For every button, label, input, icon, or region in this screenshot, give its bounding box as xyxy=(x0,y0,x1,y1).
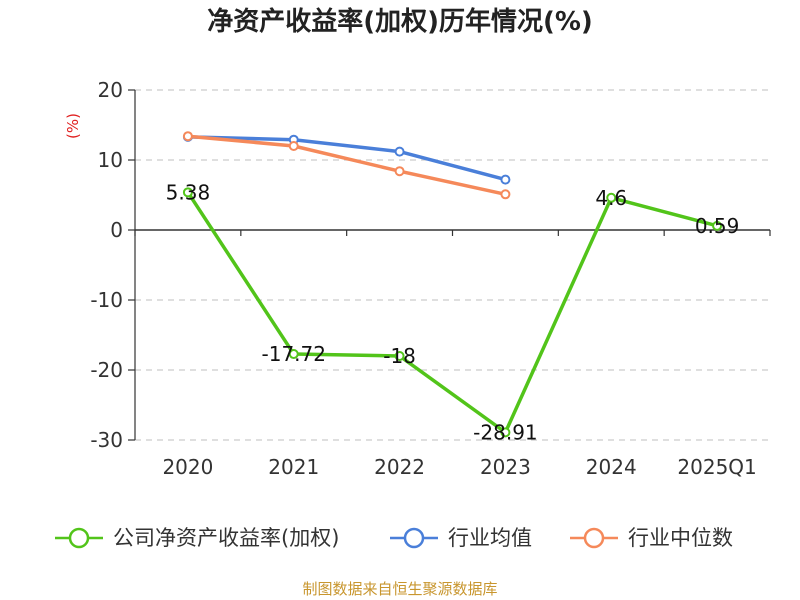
grid-lines xyxy=(135,89,770,441)
series-lines xyxy=(182,131,723,438)
data-point xyxy=(182,131,193,142)
series-line xyxy=(187,134,506,197)
data-source-note: 制图数据来自恒生聚源数据库 xyxy=(302,580,497,598)
legend-marker-icon xyxy=(403,527,425,549)
chart-title: 净资产收益率(加权)历年情况(%) xyxy=(207,6,593,37)
series-1 xyxy=(182,131,511,185)
legend-label: 行业中位数 xyxy=(628,526,733,550)
y-tick-label: -30 xyxy=(90,428,123,452)
x-tick-label: 2024 xyxy=(586,455,637,479)
data-label: -28.91 xyxy=(473,420,537,444)
data-point xyxy=(288,141,299,151)
data-point xyxy=(394,351,405,361)
x-tick-label: 2020 xyxy=(162,455,213,479)
axes: 20 10 0 -10 -20 -30 2020 2021 2022 2023 2024 2025Q1 xyxy=(90,78,771,479)
data-point xyxy=(500,174,511,185)
data-label: 5.38 xyxy=(166,180,211,204)
data-point xyxy=(500,427,511,438)
y-tick-label: 0 xyxy=(110,218,123,242)
data-labels: 5.38 -17.72 -18 -28.91 4.6 0.59 xyxy=(166,180,740,444)
y-tick-label: -20 xyxy=(90,358,123,382)
data-label: 4.6 xyxy=(595,186,627,210)
x-tick-label: 2022 xyxy=(374,455,425,479)
data-point xyxy=(394,166,405,177)
data-point xyxy=(500,189,511,200)
y-tick-label: 10 xyxy=(98,148,123,172)
data-point xyxy=(606,192,617,203)
data-label: 0.59 xyxy=(695,214,740,238)
y-axis-label: (%) xyxy=(64,113,82,139)
data-point xyxy=(712,220,723,231)
series-line xyxy=(187,135,506,182)
series-2 xyxy=(182,131,511,200)
legend-item[interactable]: 行业均值 xyxy=(390,526,532,550)
legend-item[interactable]: 公司净资产收益率(加权) xyxy=(55,526,339,550)
x-tick-label: 2021 xyxy=(268,455,319,479)
y-tick-label: 20 xyxy=(98,78,123,102)
data-point xyxy=(288,349,299,360)
series-line xyxy=(186,191,718,435)
legend-item[interactable]: 行业中位数 xyxy=(570,526,733,550)
y-tick-label: -10 xyxy=(90,288,123,312)
data-point xyxy=(394,146,405,157)
series-0 xyxy=(182,187,723,438)
data-label: -17.72 xyxy=(262,342,326,366)
x-tick-label: 2025Q1 xyxy=(677,455,756,479)
data-point xyxy=(182,187,193,198)
legend-marker-icon xyxy=(68,527,90,549)
legend[interactable]: 公司净资产收益率(加权) 行业均值 行业中位数 xyxy=(55,526,733,550)
x-tick-label: 2023 xyxy=(480,455,531,479)
legend-label: 公司净资产收益率(加权) xyxy=(113,526,339,550)
data-label: -18 xyxy=(383,344,416,368)
legend-label: 行业均值 xyxy=(448,526,532,550)
legend-marker-icon xyxy=(583,527,605,549)
